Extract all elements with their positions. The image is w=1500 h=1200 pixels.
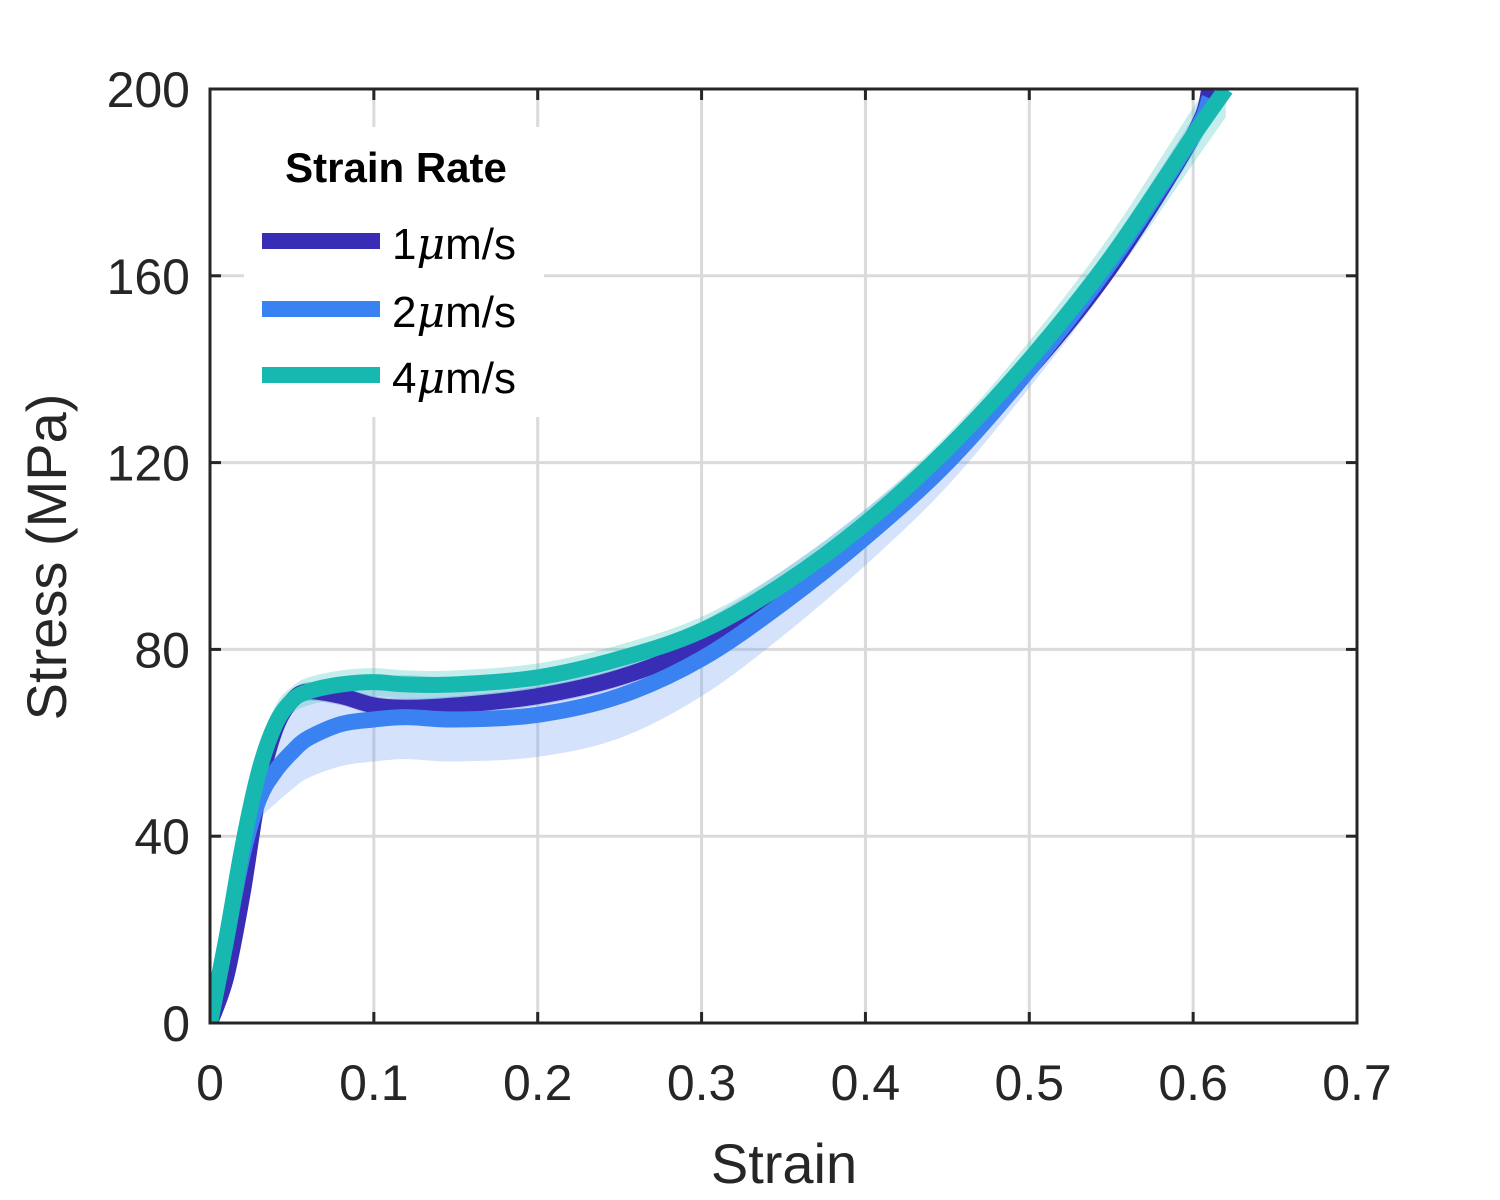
- legend-label-2um: 2μm/s: [392, 287, 516, 338]
- series-line-3: [210, 89, 1233, 1023]
- x-tick-label: 0.6: [1158, 1055, 1228, 1111]
- y-tick-label: 0: [162, 996, 190, 1052]
- x-axis-label: Strain: [711, 1132, 857, 1195]
- x-tick-label: 0.5: [995, 1055, 1065, 1111]
- y-tick-label: 80: [134, 622, 190, 678]
- x-tick-label: 0.1: [339, 1055, 409, 1111]
- legend-label-1um: 1μm/s: [392, 219, 516, 270]
- series-lines: [210, 89, 1233, 1023]
- y-tick-label: 160: [107, 249, 190, 305]
- x-tick-label: 0.4: [831, 1055, 901, 1111]
- legend: Strain Rate 1μm/s 2μm/s 4μm/s: [244, 127, 544, 417]
- tick-marks: [208, 87, 1359, 1025]
- legend-label-4um: 4μm/s: [392, 353, 516, 404]
- grid-lines: [210, 89, 1357, 1023]
- y-tick-label: 40: [134, 809, 190, 865]
- x-tick-label: 0.7: [1322, 1055, 1392, 1111]
- y-axis-label: Stress (MPa): [15, 394, 78, 721]
- x-tick-label: 0.3: [667, 1055, 737, 1111]
- legend-title: Strain Rate: [285, 144, 507, 191]
- axes-box: [208, 87, 1359, 1025]
- x-tick-labels: 0 0.1 0.2 0.3 0.4 0.5 0.6 0.7: [196, 1055, 1392, 1111]
- y-tick-label: 200: [107, 62, 190, 118]
- y-tick-label: 120: [107, 436, 190, 492]
- x-tick-label: 0.2: [503, 1055, 573, 1111]
- x-tick-label: 0: [196, 1055, 224, 1111]
- y-tick-labels: 0 40 80 120 160 200: [107, 62, 190, 1052]
